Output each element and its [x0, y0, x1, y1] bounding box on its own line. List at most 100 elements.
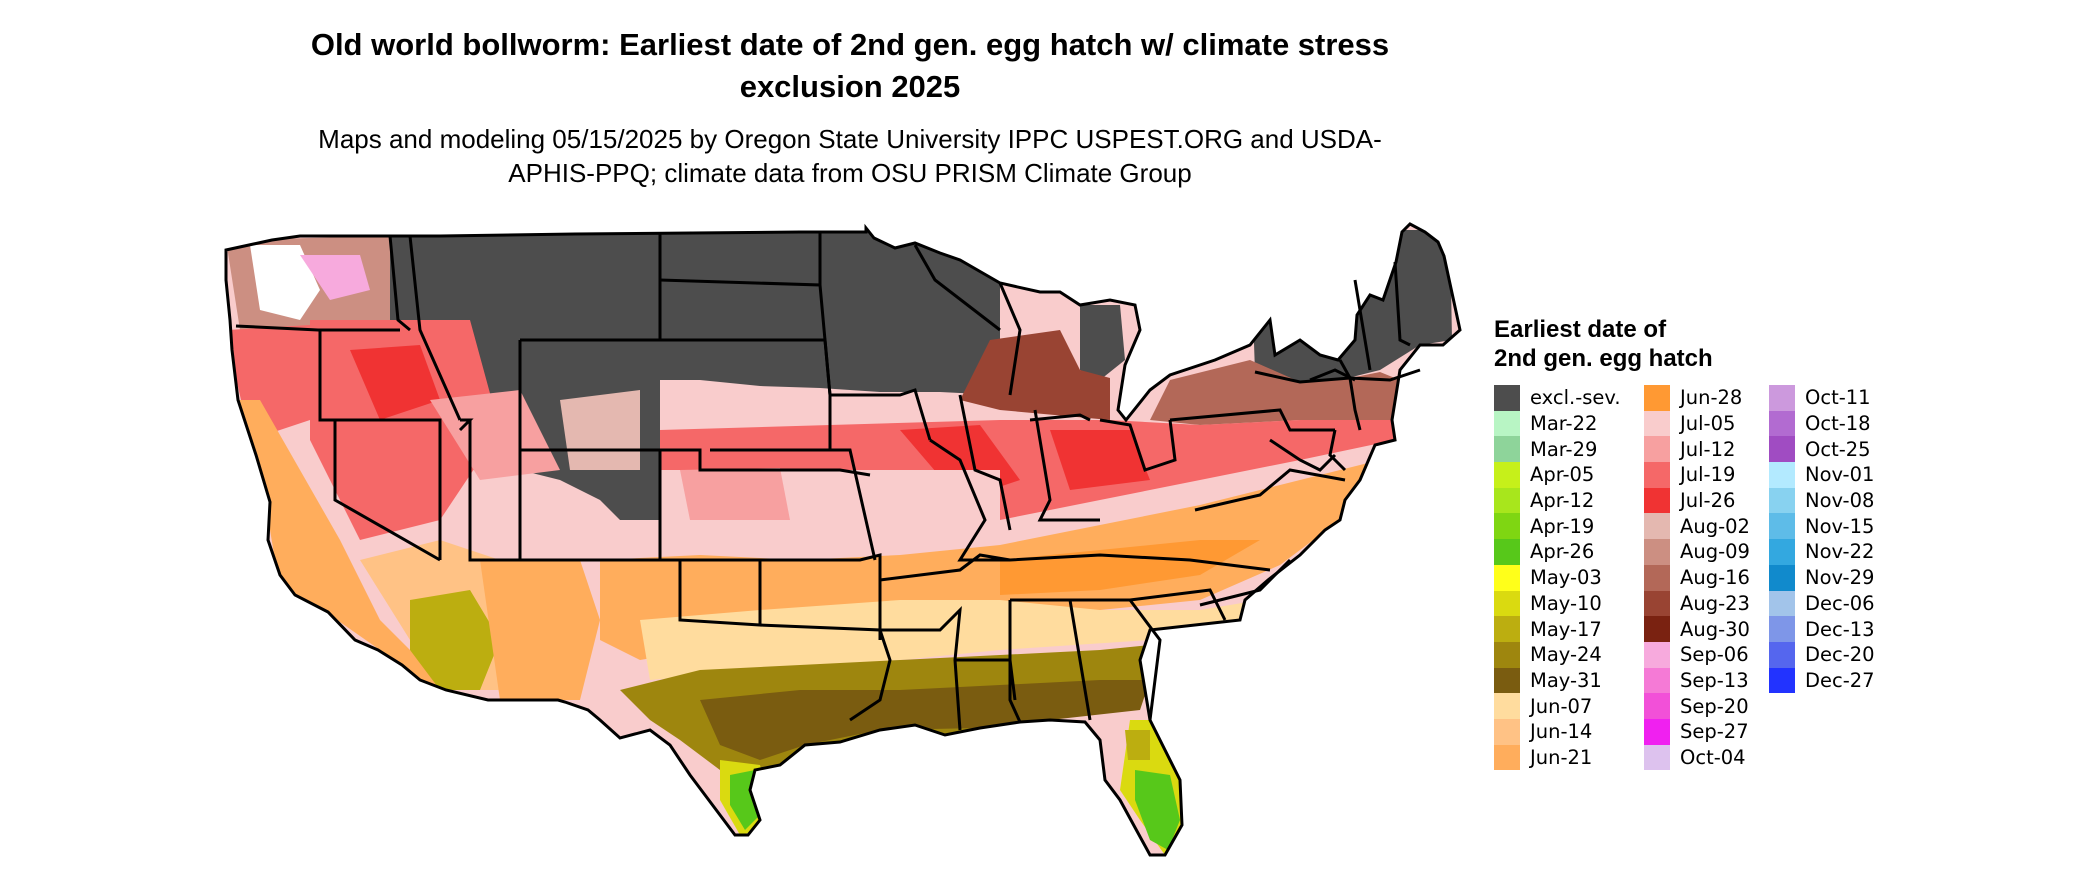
- legend-label: Sep-06: [1680, 643, 1749, 667]
- legend-item: Mar-22: [1494, 410, 1644, 437]
- legend-swatch: [1769, 564, 1795, 591]
- legend-label: May-10: [1530, 591, 1602, 615]
- legend-item: Jun-28: [1644, 385, 1769, 411]
- legend-label: Oct-18: [1805, 412, 1871, 436]
- legend-swatch: [1769, 641, 1795, 668]
- legend-label: Nov-29: [1805, 566, 1875, 590]
- legend-item: Apr-05: [1494, 462, 1644, 488]
- legend-item: Jun-21: [1494, 744, 1644, 771]
- legend-swatch: [1769, 539, 1795, 565]
- legend-item: Aug-23: [1644, 590, 1769, 617]
- legend-item: Sep-06: [1644, 641, 1769, 668]
- legend-swatch: [1769, 487, 1795, 514]
- legend-swatch: [1644, 616, 1670, 642]
- legend-label: Sep-27: [1680, 720, 1749, 744]
- legend-label: Nov-08: [1805, 489, 1875, 513]
- legend-item: Jul-26: [1644, 487, 1769, 514]
- legend-item: Oct-11: [1769, 385, 1919, 411]
- legend-swatch: [1644, 539, 1670, 565]
- legend-label: Jun-21: [1530, 745, 1593, 769]
- legend-label: Oct-25: [1805, 437, 1871, 461]
- legend-item: Sep-27: [1644, 718, 1769, 745]
- legend-item: Jul-19: [1644, 462, 1769, 488]
- legend-swatch: [1769, 385, 1795, 411]
- legend-item: Oct-25: [1769, 436, 1919, 463]
- legend-item: Dec-13: [1769, 616, 1919, 642]
- legend-swatch: [1494, 513, 1520, 540]
- legend-swatch: [1769, 667, 1795, 694]
- legend-swatch: [1644, 513, 1670, 540]
- legend-label: Oct-04: [1680, 745, 1746, 769]
- legend-item: Apr-19: [1494, 513, 1644, 540]
- map-title: Old world bollworm: Earliest date of 2nd…: [310, 27, 1390, 104]
- legend-swatch: [1769, 616, 1795, 642]
- legend-label: Jun-28: [1680, 386, 1743, 410]
- legend-item: Sep-13: [1644, 667, 1769, 694]
- legend-label: May-31: [1530, 668, 1602, 692]
- legend-label: Jun-14: [1530, 720, 1593, 744]
- legend-column: excl.-sev. Mar-22 Mar-29 Apr-05 Apr-12 Apr-19…: [1494, 385, 1644, 771]
- legend-label: Apr-12: [1530, 489, 1595, 513]
- legend-swatch: [1494, 487, 1520, 514]
- legend-swatch: [1769, 590, 1795, 617]
- legend-item: Aug-02: [1644, 513, 1769, 540]
- legend-item: Jun-07: [1494, 693, 1644, 719]
- legend-item: Nov-22: [1769, 539, 1919, 565]
- legend-item: Apr-26: [1494, 539, 1644, 565]
- legend-label: Dec-27: [1805, 668, 1875, 692]
- legend-item: Apr-12: [1494, 487, 1644, 514]
- legend-swatch: [1494, 667, 1520, 694]
- legend-swatch: [1494, 718, 1520, 745]
- legend-label: Sep-13: [1680, 668, 1749, 692]
- legend-column: Oct-11 Oct-18 Oct-25 Nov-01 Nov-08 Nov-15 Nov-…: [1769, 385, 1919, 770]
- legend-swatch: [1644, 667, 1670, 694]
- legend-label: excl.-sev.: [1530, 386, 1621, 410]
- legend-swatch: [1494, 693, 1520, 719]
- map-subtitle: Maps and modeling 05/15/2025 by Oregon S…: [318, 124, 1382, 188]
- legend-item: May-10: [1494, 590, 1644, 617]
- legend-swatch: [1494, 641, 1520, 668]
- legend-swatch: [1769, 513, 1795, 540]
- legend-item: May-31: [1494, 667, 1644, 694]
- legend-swatch: [1769, 462, 1795, 488]
- legend-swatch: [1644, 462, 1670, 488]
- legend-label: Oct-11: [1805, 386, 1871, 410]
- legend-label: Jul-05: [1680, 412, 1736, 436]
- legend-swatch: [1644, 590, 1670, 617]
- legend-label: Apr-19: [1530, 514, 1595, 538]
- legend-swatch: [1644, 410, 1670, 437]
- legend-item: Dec-06: [1769, 590, 1919, 617]
- legend-swatch: [1494, 590, 1520, 617]
- legend-swatch: [1494, 564, 1520, 591]
- legend-item: Nov-01: [1769, 462, 1919, 488]
- legend-label: May-24: [1530, 643, 1602, 667]
- legend-item: May-17: [1494, 616, 1644, 642]
- legend-label: May-03: [1530, 566, 1602, 590]
- legend-title: Earliest date of 2nd gen. egg hatch: [1494, 316, 1713, 372]
- legend-label: Apr-05: [1530, 463, 1595, 487]
- legend-label: Jul-26: [1680, 489, 1736, 513]
- legend: Earliest date of 2nd gen. egg hatch excl…: [1494, 315, 2084, 771]
- legend-swatch: [1769, 436, 1795, 463]
- legend-item: Nov-29: [1769, 564, 1919, 591]
- legend-label: Apr-26: [1530, 540, 1595, 564]
- legend-item: Aug-09: [1644, 539, 1769, 565]
- us-map: [224, 222, 1462, 857]
- legend-label: Aug-02: [1680, 514, 1750, 538]
- legend-label: Dec-20: [1805, 643, 1875, 667]
- legend-item: Jul-12: [1644, 436, 1769, 463]
- legend-label: Nov-22: [1805, 540, 1875, 564]
- legend-label: Nov-01: [1805, 463, 1875, 487]
- legend-label: Aug-09: [1680, 540, 1750, 564]
- legend-label: Mar-22: [1530, 412, 1598, 436]
- legend-label: Mar-29: [1530, 437, 1598, 461]
- legend-swatch: [1644, 693, 1670, 719]
- legend-swatch: [1769, 410, 1795, 437]
- legend-item: Aug-16: [1644, 564, 1769, 591]
- legend-swatch: [1644, 385, 1670, 411]
- legend-item: Jun-14: [1494, 718, 1644, 745]
- legend-label: Dec-13: [1805, 617, 1875, 641]
- legend-item: Sep-20: [1644, 693, 1769, 719]
- legend-item: excl.-sev.: [1494, 385, 1644, 411]
- legend-item: Dec-20: [1769, 641, 1919, 668]
